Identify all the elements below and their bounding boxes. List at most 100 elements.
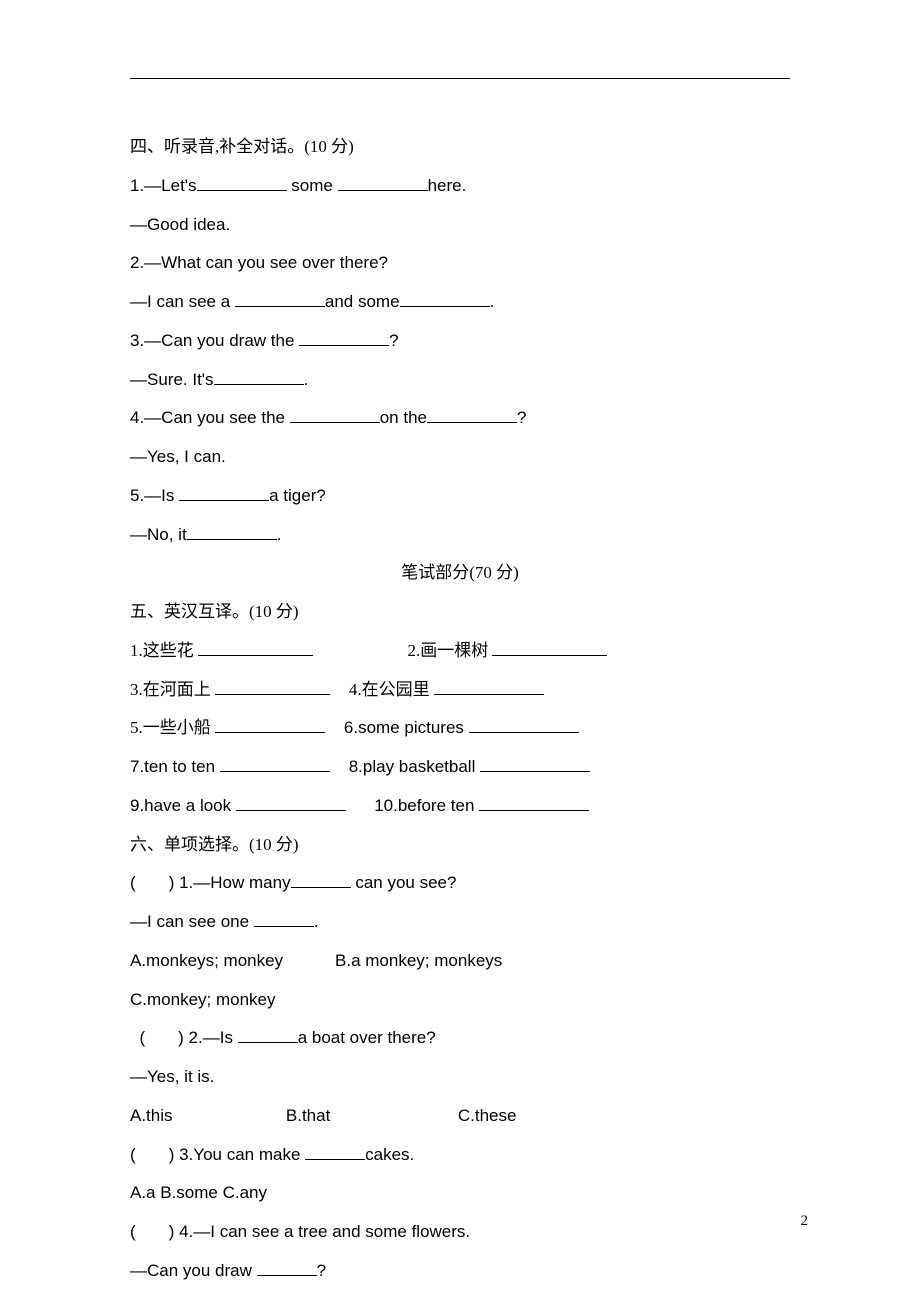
blank <box>427 409 517 423</box>
s5-r4-l: 7.ten to ten <box>130 757 220 776</box>
section6-heading: 六、单项选择。(10 分) <box>130 826 790 865</box>
s4-q3-post: ? <box>389 331 398 350</box>
blank <box>299 331 389 345</box>
s4-q1-mid: some <box>287 176 338 195</box>
blank <box>197 176 287 190</box>
s4-q3-line1: 3.—Can you draw the ? <box>130 322 790 361</box>
section4-heading-text: 四、听录音,补全对话。(10 分) <box>130 137 354 156</box>
s5-r2-r: 4.在公园里 <box>349 680 434 699</box>
s4-q3-line2: —Sure. It's. <box>130 361 790 400</box>
blank <box>257 1261 317 1275</box>
blank <box>215 719 325 733</box>
s6-q2-B: B.that <box>286 1106 330 1125</box>
s5-row2: 3.在河面上 4.在公园里 <box>130 671 790 710</box>
blank <box>220 758 330 772</box>
blank <box>179 486 269 500</box>
spacer <box>325 718 344 737</box>
s6-q3-post: cakes. <box>365 1145 414 1164</box>
s6-q4-post: ? <box>317 1261 326 1280</box>
s4-q1-line2: —Good idea. <box>130 206 790 245</box>
written-header-text: 笔试部分(70 分) <box>401 563 519 582</box>
s6-q2-A: A.this <box>130 1106 173 1125</box>
s4-q4-post: ? <box>517 408 526 427</box>
s4-q4-line2: —Yes, I can. <box>130 438 790 477</box>
s5-r1-l: 1.这些花 <box>130 641 198 660</box>
s4-q4-line1: 4.—Can you see the on the? <box>130 399 790 438</box>
s4-q5-post: a tiger? <box>269 486 326 505</box>
s4-q3-pre: 3.—Can you draw the <box>130 331 299 350</box>
s5-r3-r: 6.some pictures <box>344 718 469 737</box>
spacer <box>346 796 374 815</box>
blank <box>187 525 277 539</box>
s4-q5-2post: . <box>277 525 282 544</box>
blank <box>198 641 313 655</box>
spacer <box>283 951 335 970</box>
blank <box>215 680 330 694</box>
page-number: 2 <box>801 1213 809 1230</box>
s4-q4-resp: —Yes, I can. <box>130 447 226 466</box>
s6-q2-post: a boat over there? <box>298 1028 436 1047</box>
s6-q2-opts: A.this B.that C.these <box>130 1097 790 1136</box>
s4-q4-pre: 4.—Can you see the <box>130 408 290 427</box>
s5-row3: 5.一些小船 6.some pictures <box>130 709 790 748</box>
s4-q1-line1: 1.—Let's some here. <box>130 167 790 206</box>
section5-heading-text: 五、英汉互译。(10 分) <box>130 602 299 621</box>
s5-r1-r: 2.画一棵树 <box>407 641 492 660</box>
s4-q2-mid: and some <box>325 292 400 311</box>
s5-r4-r: 8.play basketball <box>349 757 480 776</box>
blank <box>479 796 589 810</box>
blank <box>480 758 590 772</box>
blank <box>236 796 346 810</box>
s5-r2-l: 3.在河面上 <box>130 680 215 699</box>
s6-q2-C: C.these <box>458 1106 517 1125</box>
s6-q3-pre: ( ) 3.You can make <box>130 1145 305 1164</box>
s6-q1-2pre: —I can see one <box>130 912 254 931</box>
s6-q1-stem: ( ) 1.—How many can you see? <box>130 864 790 903</box>
s6-q4-text: ( ) 4.—I can see a tree and some flowers… <box>130 1222 470 1241</box>
section4-heading: 四、听录音,补全对话。(10 分) <box>130 128 790 167</box>
s5-row1: 1.这些花 2.画一棵树 <box>130 632 790 671</box>
s5-r3-l: 5.一些小船 <box>130 718 215 737</box>
s4-q1-pre: 1.—Let's <box>130 176 197 195</box>
s6-q4-stem: ( ) 4.—I can see a tree and some flowers… <box>130 1213 790 1252</box>
s4-q1-resp: —Good idea. <box>130 215 230 234</box>
section6-heading-text: 六、单项选择。(10 分) <box>130 835 299 854</box>
s6-q1-A: A.monkeys; monkey <box>130 951 283 970</box>
s4-q5-2pre: —No, it <box>130 525 187 544</box>
s6-q3-opts: A.a B.some C.any <box>130 1174 790 1213</box>
s4-q2-line1: 2.—What can you see over there? <box>130 244 790 283</box>
s6-q2-line2: —Yes, it is. <box>130 1058 790 1097</box>
blank <box>235 293 325 307</box>
blank <box>214 370 304 384</box>
written-section-header: 笔试部分(70 分) <box>130 554 790 593</box>
s6-q1-pre: ( ) 1.—How many <box>130 873 291 892</box>
blank <box>291 874 351 888</box>
s6-q1-B: B.a monkey; monkeys <box>335 951 502 970</box>
s6-q4-pre: —Can you draw <box>130 1261 257 1280</box>
s4-q5-line2: —No, it. <box>130 516 790 555</box>
spacer <box>330 680 349 699</box>
blank <box>338 176 428 190</box>
s6-q2-pre: ( ) 2.—Is <box>130 1028 238 1047</box>
s6-q1-line2: —I can see one . <box>130 903 790 942</box>
s6-q3-ABC: A.a B.some C.any <box>130 1183 267 1202</box>
s4-q1-post: here. <box>428 176 467 195</box>
blank <box>400 293 490 307</box>
s5-row5: 9.have a look 10.before ten <box>130 787 790 826</box>
spacer <box>173 1106 286 1125</box>
s4-q3-2pre: —Sure. It's <box>130 370 214 389</box>
s4-q2-text: 2.—What can you see over there? <box>130 253 388 272</box>
s4-q5-line1: 5.—Is a tiger? <box>130 477 790 516</box>
blank <box>290 409 380 423</box>
s5-r5-r: 10.before ten <box>374 796 479 815</box>
s6-q1-optsAB: A.monkeys; monkey B.a monkey; monkeys <box>130 942 790 981</box>
section5-heading: 五、英汉互译。(10 分) <box>130 593 790 632</box>
s6-q1-2post: . <box>314 912 319 931</box>
s4-q2-pre: —I can see a <box>130 292 235 311</box>
s4-q5-pre: 5.—Is <box>130 486 179 505</box>
blank <box>434 680 544 694</box>
page-content: 四、听录音,补全对话。(10 分) 1.—Let's some here. —G… <box>130 0 790 1291</box>
s6-q3-stem: ( ) 3.You can make cakes. <box>130 1136 790 1175</box>
s6-q1-post: can you see? <box>351 873 457 892</box>
blank <box>492 641 607 655</box>
